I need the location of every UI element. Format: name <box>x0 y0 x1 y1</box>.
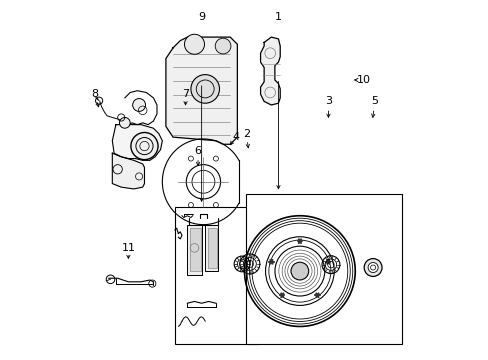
Text: 2: 2 <box>242 129 249 139</box>
Text: 10: 10 <box>356 75 370 85</box>
Text: 6: 6 <box>194 147 201 157</box>
Circle shape <box>367 262 377 273</box>
Text: 3: 3 <box>325 96 331 107</box>
Text: 11: 11 <box>121 243 135 253</box>
Polygon shape <box>260 37 280 105</box>
Circle shape <box>184 34 204 54</box>
Bar <box>189 228 200 271</box>
Text: 1: 1 <box>274 13 282 22</box>
Polygon shape <box>165 37 237 144</box>
Bar <box>175 207 258 344</box>
Circle shape <box>190 75 219 103</box>
Circle shape <box>290 262 308 280</box>
Text: 8: 8 <box>91 89 98 99</box>
Bar <box>207 228 217 267</box>
Bar <box>205 225 217 271</box>
Bar <box>246 194 401 344</box>
Circle shape <box>131 132 158 159</box>
Text: 5: 5 <box>370 96 378 107</box>
Text: 7: 7 <box>182 89 189 99</box>
Text: 9: 9 <box>198 13 205 22</box>
Circle shape <box>132 99 145 111</box>
Text: 4: 4 <box>231 132 239 142</box>
Circle shape <box>119 117 130 128</box>
Circle shape <box>364 258 381 276</box>
Bar <box>187 225 201 275</box>
Circle shape <box>215 38 230 54</box>
Polygon shape <box>112 125 162 160</box>
Polygon shape <box>112 153 144 189</box>
